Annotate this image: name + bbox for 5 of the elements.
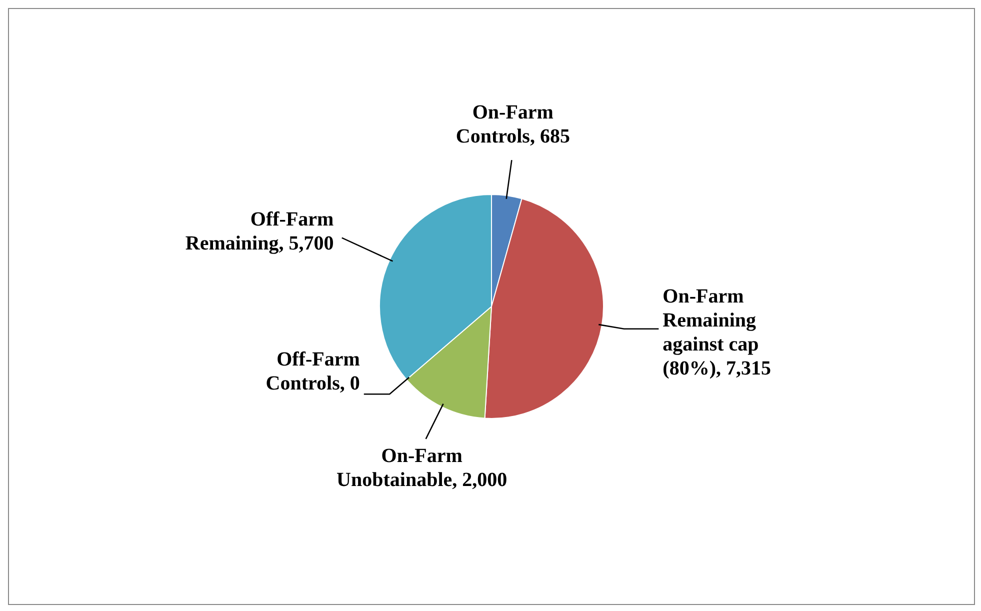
slice-label: On-Farm Unobtainable, 2,000	[336, 445, 508, 492]
slice-label: On-Farm Remaining against cap (80%), 7,315	[662, 286, 772, 380]
slice-label: On-Farm Controls, 685	[456, 101, 570, 148]
category-label: Off-Farm Controls, 0	[266, 348, 360, 394]
slice-label: Off-Farm Remaining, 5,700	[185, 208, 334, 254]
